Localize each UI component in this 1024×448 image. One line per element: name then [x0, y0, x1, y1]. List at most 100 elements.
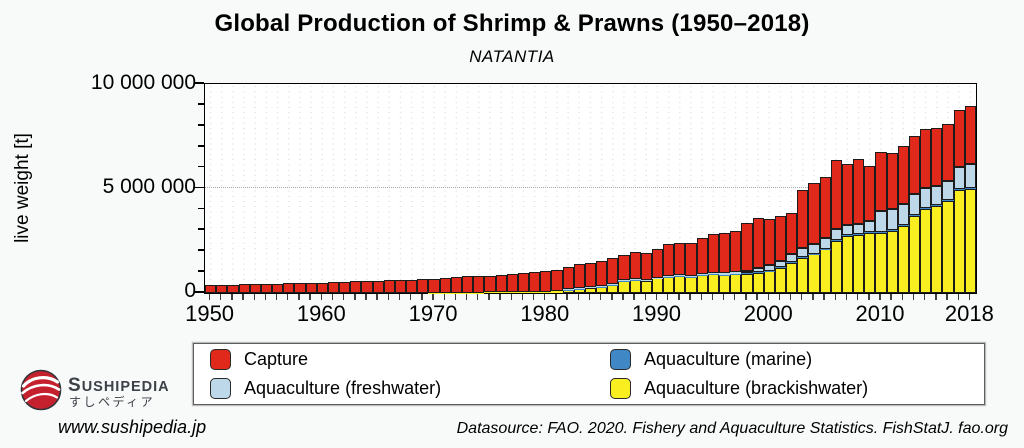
- bar-1990: [651, 84, 664, 293]
- x-tick-1999: [756, 293, 758, 301]
- bar-1968: [406, 84, 418, 293]
- bar-1983: [573, 84, 585, 293]
- bar-1959: [305, 84, 317, 293]
- segment-aquaculture-marine-2004: [808, 253, 820, 255]
- bar-1957: [283, 84, 295, 293]
- bar-1976: [495, 84, 507, 293]
- x-tick-1955: [264, 293, 267, 301]
- segment-aquaculture-freshwater-1990: [651, 277, 664, 279]
- segment-capture-1994: [696, 237, 708, 274]
- chart-title: Global Production of Shrimp & Prawns (19…: [214, 10, 810, 37]
- segment-aquaculture-brackishwater-1989: [640, 280, 652, 293]
- x-tick-2013: [912, 293, 915, 301]
- x-tick-1998: [745, 293, 747, 301]
- segment-capture-2001: [774, 216, 787, 261]
- bar-1981: [551, 84, 563, 293]
- bar-1980: [540, 84, 552, 293]
- plot-area: [204, 83, 977, 294]
- x-tick-label-2000: 2000: [743, 301, 793, 326]
- segment-aquaculture-marine-2009: [864, 231, 876, 233]
- y-tick-label-10000000: 10 000 000: [90, 71, 196, 94]
- segment-capture-2016: [942, 124, 954, 181]
- segment-aquaculture-marine-2018: [964, 188, 976, 190]
- segment-aquaculture-brackishwater-1992: [674, 276, 686, 293]
- bar-1952: [227, 84, 239, 293]
- segment-aquaculture-brackishwater-1991: [663, 276, 675, 293]
- segment-aquaculture-brackishwater-1979: [529, 291, 541, 293]
- segment-aquaculture-brackishwater-1999: [752, 272, 764, 293]
- x-tick-2014: [924, 293, 926, 301]
- segment-capture-1961: [327, 282, 340, 293]
- bar-2002: [786, 84, 798, 293]
- bar-2000: [763, 84, 775, 293]
- segment-aquaculture-brackishwater-2013: [908, 216, 921, 293]
- chart-subtitle: NATANTIA: [469, 47, 555, 66]
- x-tick-1959: [309, 293, 311, 301]
- y-minor-tick-6000000: [198, 165, 204, 168]
- y-minor-tick-8000000: [198, 123, 204, 126]
- segment-capture-1984: [584, 262, 597, 288]
- legend-label-capture: Capture: [244, 349, 309, 369]
- x-tick-1976: [499, 293, 501, 301]
- bar-2013: [908, 84, 921, 293]
- segment-aquaculture-brackishwater-2004: [808, 254, 820, 293]
- segment-capture-1964: [361, 281, 373, 293]
- segment-capture-1974: [473, 275, 485, 293]
- segment-capture-2006: [830, 160, 842, 230]
- segment-aquaculture-marine-2010: [875, 231, 887, 233]
- bar-1982: [562, 84, 574, 293]
- segment-aquaculture-marine-2012: [897, 224, 909, 226]
- segment-aquaculture-marine-2014: [920, 208, 932, 210]
- segment-capture-1992: [674, 243, 686, 276]
- x-tick-1995: [711, 293, 714, 301]
- segment-capture-1958: [294, 282, 306, 293]
- segment-aquaculture-brackishwater-1976: [495, 292, 507, 293]
- y-tick-label-5000000: 5 000 000: [102, 175, 196, 198]
- x-tick-1954: [253, 293, 255, 301]
- bar-1985: [596, 84, 608, 293]
- segment-capture-1982: [562, 267, 574, 290]
- segment-aquaculture-freshwater-1996: [719, 273, 731, 275]
- gridline-5000000: [205, 187, 976, 189]
- x-tick-label-2018: 2018: [944, 301, 994, 326]
- segment-capture-1993: [685, 242, 697, 276]
- bar-1977: [506, 84, 518, 293]
- x-tick-label-1970: 1970: [408, 301, 458, 326]
- x-tick-1951: [220, 293, 222, 301]
- x-tick-2007: [845, 293, 848, 301]
- segment-aquaculture-brackishwater-1988: [629, 280, 641, 293]
- x-tick-1996: [722, 293, 725, 301]
- bar-2004: [808, 84, 820, 293]
- legend-item-aquaculture-brackishwater: Aquaculture (brackishwater): [610, 376, 984, 401]
- segment-aquaculture-brackishwater-1997: [730, 274, 742, 293]
- x-tick-1987: [622, 293, 624, 301]
- x-tick-2006: [834, 293, 837, 301]
- segment-aquaculture-marine-2003: [797, 257, 809, 258]
- segment-aquaculture-brackishwater-1981: [551, 291, 563, 293]
- segment-aquaculture-brackishwater-1995: [707, 274, 719, 293]
- segment-aquaculture-marine-2002: [786, 262, 798, 263]
- segment-aquaculture-freshwater-1993: [685, 275, 697, 277]
- bar-1978: [517, 84, 530, 293]
- x-tick-2009: [868, 293, 870, 301]
- segment-capture-2015: [931, 127, 943, 186]
- segment-aquaculture-brackishwater-2000: [763, 271, 775, 293]
- bar-1987: [618, 84, 630, 293]
- x-tick-1988: [633, 293, 635, 301]
- segment-aquaculture-marine-2016: [942, 199, 954, 202]
- x-tick-1993: [689, 293, 691, 301]
- bar-1972: [450, 84, 462, 293]
- bar-1958: [294, 84, 306, 293]
- x-tick-1997: [734, 293, 736, 301]
- x-tick-label-1990: 1990: [632, 301, 681, 326]
- bar-1993: [685, 84, 697, 293]
- segment-capture-2003: [797, 190, 809, 248]
- x-tick-1979: [532, 293, 535, 301]
- x-tick-label-1960: 1960: [296, 301, 346, 326]
- x-tick-1981: [555, 293, 557, 301]
- x-tick-1957: [287, 293, 289, 301]
- segment-aquaculture-brackishwater-2010: [875, 232, 887, 293]
- x-tick-2015: [935, 293, 937, 301]
- segment-aquaculture-freshwater-2017: [953, 167, 965, 190]
- segment-capture-1985: [596, 260, 608, 287]
